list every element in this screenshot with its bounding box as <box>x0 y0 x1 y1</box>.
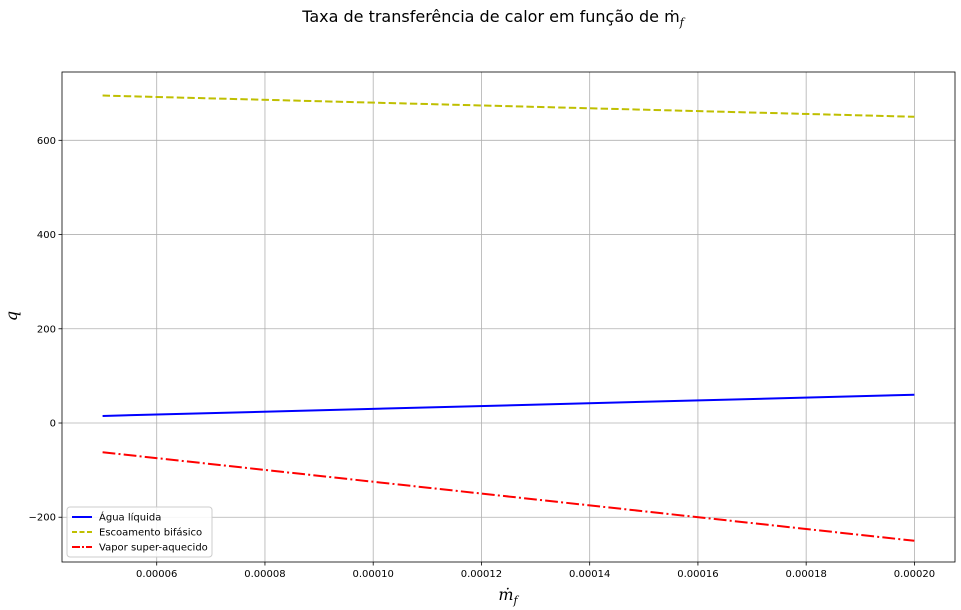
x-axis-label-main: ṁ <box>498 585 513 604</box>
legend-label-1: Água líquida <box>99 511 161 524</box>
x-tick-label: 0.00014 <box>569 569 610 580</box>
legend-items: Água líquida Escoamento bifásico Vapor sup… <box>72 511 208 554</box>
series-line-3 <box>102 451 915 542</box>
chart-title-main: Taxa de transferência de calor em função… <box>301 7 680 26</box>
y-tick-label: 200 <box>37 324 56 335</box>
x-tick-label: 0.00010 <box>353 569 394 580</box>
x-tick-label: 0.00012 <box>461 569 502 580</box>
legend: Água líquida Escoamento bifásico Vapor sup… <box>66 506 213 558</box>
plot-frame <box>61 71 956 563</box>
x-axis-label-subscript: f <box>513 594 520 607</box>
x-tick-label: 0.00016 <box>677 569 718 580</box>
y-tick-label: −200 <box>29 513 56 524</box>
chart-title: Taxa de transferência de calor em função… <box>301 7 686 29</box>
legend-label-2: Escoamento bifásico <box>99 527 202 539</box>
y-tick-label: 400 <box>37 230 56 241</box>
legend-label-3: Vapor super-aquecido <box>99 543 208 554</box>
grid <box>62 72 955 562</box>
y-tick-label: 0 <box>50 419 56 430</box>
series-line-2 <box>102 94 915 118</box>
y-axis-label: q <box>2 311 21 321</box>
x-axis-ticks: 0.00006 0.00008 0.00010 0.00012 0.00014 0.000… <box>136 562 935 580</box>
x-tick-label: 0.00020 <box>894 569 935 580</box>
legend-box <box>66 506 213 558</box>
series-lines <box>102 94 915 542</box>
x-axis-label: ṁf <box>498 585 519 607</box>
x-tick-label: 0.00018 <box>785 569 826 580</box>
x-tick-label: 0.00008 <box>244 569 285 580</box>
y-tick-label: 600 <box>37 136 56 147</box>
series-line-1 <box>102 393 915 417</box>
y-axis-ticks: −200 0 200 400 600 <box>29 136 62 524</box>
chart-title-subscript: f <box>679 16 686 29</box>
x-tick-label: 0.00006 <box>136 569 177 580</box>
